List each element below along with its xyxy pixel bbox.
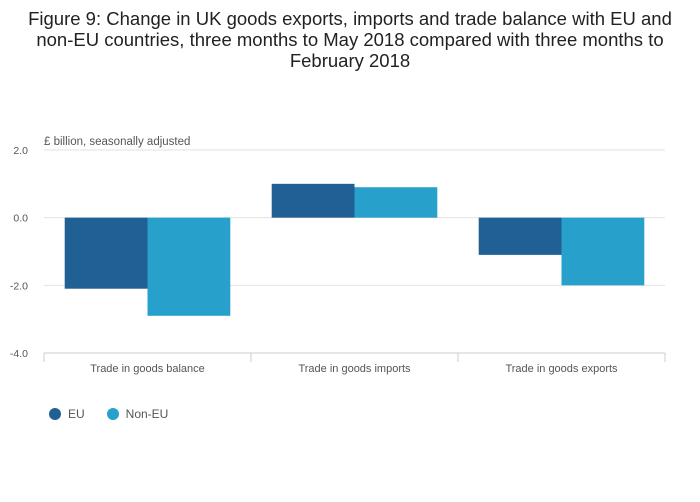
y-tick-label: 2.0 bbox=[13, 145, 28, 157]
y-tick-label: -4.0 bbox=[10, 348, 28, 360]
y-tick-label: -2.0 bbox=[10, 280, 28, 292]
legend-item-eu[interactable]: EU bbox=[49, 407, 85, 421]
legend-item-non-eu[interactable]: Non-EU bbox=[106, 407, 169, 421]
x-tick-label: Trade in goods exports bbox=[505, 363, 618, 375]
bar-non-eu[interactable] bbox=[561, 217, 645, 286]
y-tick-label: 0.0 bbox=[13, 213, 28, 225]
legend-swatch-eu bbox=[49, 408, 61, 420]
x-tick-label: Trade in goods imports bbox=[298, 363, 411, 375]
bar-eu[interactable] bbox=[478, 217, 562, 255]
bar-eu[interactable] bbox=[271, 183, 355, 218]
legend-label-non-eu: Non-EU bbox=[125, 407, 169, 421]
bar-non-eu[interactable] bbox=[354, 187, 438, 218]
bar-non-eu[interactable] bbox=[147, 217, 231, 316]
legend: EU Non-EU bbox=[49, 407, 190, 421]
legend-label-eu: EU bbox=[68, 407, 85, 421]
y-axis-label: £ billion, seasonally adjusted bbox=[44, 136, 191, 148]
x-tick-label: Trade in goods balance bbox=[90, 363, 205, 375]
chart-title: Figure 9: Change in UK goods exports, im… bbox=[28, 8, 672, 71]
bar-eu[interactable] bbox=[64, 217, 148, 289]
legend-swatch-non-eu bbox=[106, 408, 119, 420]
